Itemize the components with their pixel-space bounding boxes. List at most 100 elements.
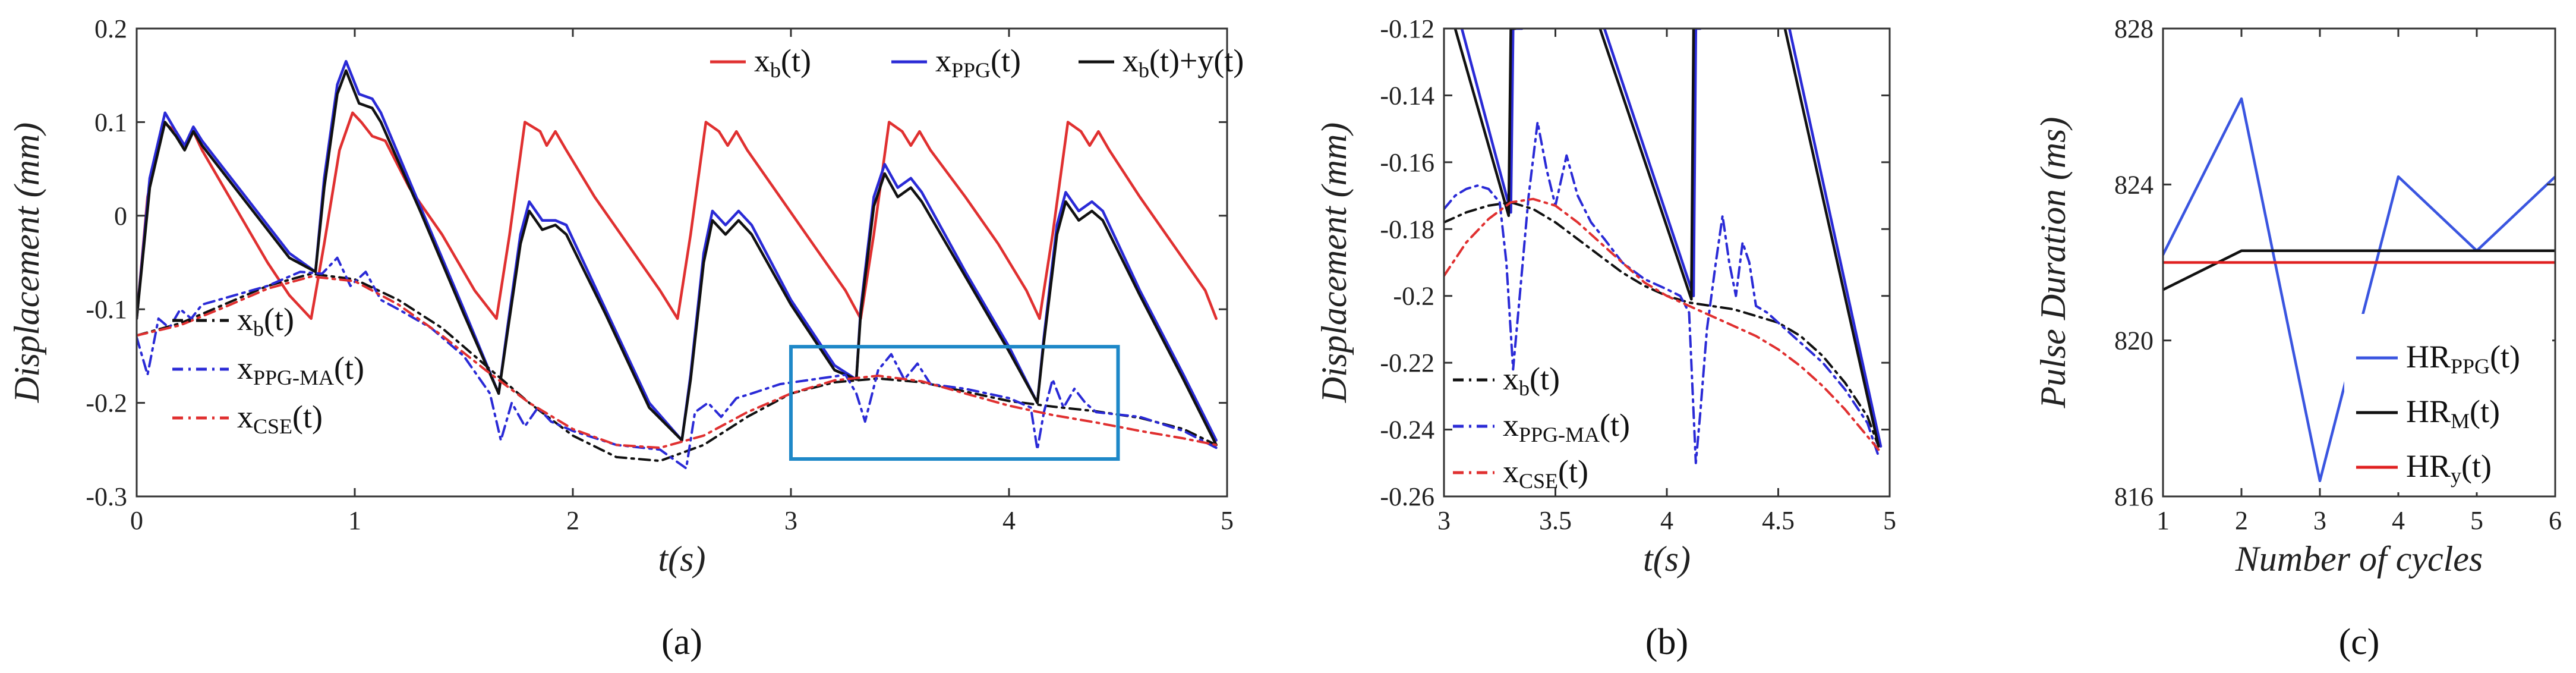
legend-label-tail: (t) (2470, 394, 2500, 429)
legend-entry: xb(t) (710, 43, 811, 82)
x-tick-label: 4 (1002, 506, 1016, 535)
legend-label-sub: CSE (1519, 469, 1558, 493)
series-line-hrm-t- (2163, 249, 2555, 291)
legend-entry: xb(t)+y(t) (1079, 43, 1244, 82)
series-line-xppg-ma-t- (137, 256, 1218, 470)
panel-label: (a) (661, 622, 702, 662)
legend-label-sub: b (1519, 376, 1530, 400)
legend-label: HRPPG(t) (2406, 339, 2520, 378)
legend-box (2344, 314, 2552, 492)
y-tick-label: -0.18 (1380, 215, 1434, 244)
y-tick-label: 0.2 (94, 14, 127, 43)
legend-label-sub: b (253, 317, 264, 341)
axes-frame (135, 27, 1228, 498)
y-tick-label: -0.24 (1380, 416, 1434, 445)
legend-label-sub: PPG (951, 58, 991, 82)
legend-label: xb(t)+y(t) (1123, 43, 1244, 82)
x-tick-label: 2 (566, 506, 579, 535)
legend-label-sub: b (770, 58, 781, 82)
legend-label: xb(t) (1503, 361, 1560, 400)
legend-label-base: x (1503, 454, 1519, 489)
y-tick-label: -0.16 (1380, 148, 1434, 177)
legend-label-sub: CSE (253, 414, 292, 438)
x-tick-label: 3 (1437, 506, 1451, 535)
legend-entry: HRM(t) (2356, 394, 2500, 433)
y-tick-label: 0 (114, 202, 127, 231)
legend-label-base: x (1503, 361, 1519, 397)
legend-label: xb(t) (754, 43, 811, 82)
x-tick-label: 1 (348, 506, 361, 535)
series-line-xb-t-y-t- (137, 69, 1218, 446)
series-line-xppg-ma-t- (1444, 121, 1880, 464)
zoom-box (789, 345, 1120, 461)
x-tick-label: 1 (2156, 506, 2170, 535)
x-tick-label: 0 (130, 506, 143, 535)
y-tick-label: -0.14 (1380, 81, 1434, 110)
y-axis-label: Pulse Duration (ms) (2033, 117, 2073, 409)
axes-frame (2162, 27, 2556, 498)
legend-label-sub: PPG-MA (1519, 423, 1600, 446)
y-tick-label: 828 (2114, 14, 2154, 43)
legend-entry: xCSE(t) (1453, 454, 1588, 493)
legend-label: HRM(t) (2406, 394, 2500, 433)
y-tick-label: -0.22 (1380, 348, 1434, 378)
x-axis-label: Number of cycles (2235, 539, 2483, 578)
chart-panel-a: 0 1 2 3 4 5 -0.3 -0.2 -0.1 0 0.1 0.2 t(s) Displacemen… (7, 14, 1244, 662)
legend-entry: xPPG-MA(t) (172, 350, 364, 389)
legend-label-tail: (t) (2461, 448, 2492, 484)
legend-label: xPPG-MA(t) (1503, 407, 1630, 446)
x-tick-label: 5 (2470, 506, 2483, 535)
x-axis-label: t(s) (658, 539, 706, 578)
legend-entry: xb(t) (172, 301, 294, 341)
series-group (137, 59, 1218, 470)
legend-label-sub: y (2451, 464, 2461, 488)
legend-label: xCSE(t) (1503, 454, 1588, 493)
legend-label-sub: PPG (2451, 354, 2490, 378)
legend-label-base: HR (2406, 339, 2451, 375)
series-line-xppg-t-segment-2 (1603, 29, 1702, 297)
series-line-xb-t-y-t-segment-3 (1783, 29, 1880, 448)
series-line-xcse-t- (1444, 197, 1880, 451)
legend-entry: HRy(t) (2356, 448, 2492, 488)
legend-label: xCSE(t) (237, 399, 323, 438)
x-tick-label: 6 (2549, 506, 2562, 535)
series-line-xppg-t- (1460, 29, 1524, 214)
panel-label: (c) (2339, 622, 2380, 662)
legend: HRPPG(t)HRM(t)HRy(t) (2344, 314, 2552, 492)
legend-entry: xPPG-MA(t) (1453, 407, 1630, 446)
legend-label: xPPG(t) (935, 43, 1021, 82)
y-tick-label: -0.2 (86, 389, 127, 418)
chart-panel-c: 1 2 3 4 5 6 816 820 824 828 Number of cycles Pulse … (2033, 14, 2562, 662)
legend-label-tail: (t) (2490, 339, 2520, 375)
y-tick-label: -0.1 (86, 295, 127, 324)
legend-top: xb(t) xPPG(t) xb(t)+y(t) (710, 43, 1244, 82)
legend-entry: xPPG(t) (891, 43, 1021, 82)
legend: xb(t)xPPG-MA(t)xCSE(t) (1453, 361, 1630, 493)
legend-label-base: x (237, 399, 253, 435)
x-tick-label: 5 (1221, 506, 1234, 535)
legend-label-tail: (t) (292, 399, 323, 435)
legend-label-tail: (t) (334, 350, 364, 386)
legend-entry: HRPPG(t) (2356, 339, 2520, 378)
y-tick-label: 0.1 (94, 108, 127, 137)
legend-bottom: xb(t)xPPG-MA(t)xCSE(t) (172, 301, 364, 438)
legend-label-tail: (t) (991, 43, 1021, 78)
legend-label-sub: PPG-MA (253, 366, 334, 389)
y-axis-label: Displacement (mm) (1314, 122, 1354, 404)
legend-label-base: x (237, 350, 253, 386)
x-tick-label: 4 (2392, 506, 2405, 535)
y-tick-label: 820 (2114, 326, 2154, 356)
legend-label-base: HR (2406, 448, 2451, 484)
y-axis-label: Displacement (mm) (7, 122, 46, 404)
y-tick-label: -0.12 (1380, 14, 1434, 43)
y-tick-label: -0.2 (1393, 282, 1434, 311)
legend-label-tail: (t) (1558, 454, 1588, 489)
x-tick-label: 3 (784, 506, 797, 535)
legend-entry: xb(t) (1453, 361, 1560, 400)
chart-panel-b: 3 3.5 4 4.5 5 -0.26 -0.24 -0.22 -0.2 -0.18 -0.16 -0… (1314, 14, 1896, 662)
legend-label-base: x (754, 43, 770, 78)
legend-label-base: HR (2406, 394, 2451, 429)
x-tick-label: 2 (2235, 506, 2248, 535)
series-line-xb-t-y-t- (1453, 29, 1517, 218)
